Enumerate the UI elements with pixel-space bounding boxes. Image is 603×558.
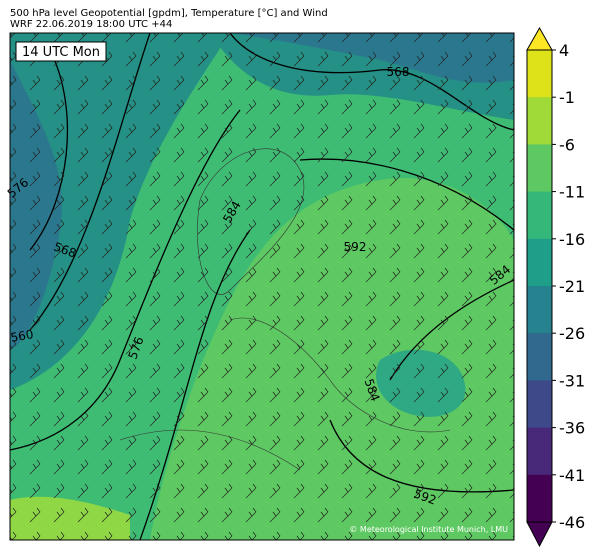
- colorbar-tick-label: -31: [559, 371, 585, 390]
- colorbar-tick-label: -26: [559, 324, 585, 343]
- contour-label: 568: [387, 65, 410, 79]
- contour-label: 592: [344, 240, 367, 254]
- colorbar-band: [527, 380, 552, 429]
- colorbar-band: [527, 50, 552, 98]
- colorbar-tick-label: -41: [559, 466, 585, 485]
- title: 500 hPa level Geopotential [gpdm], Tempe…: [10, 8, 328, 19]
- colorbar-tick-label: -16: [559, 230, 585, 249]
- time-box: [15, 41, 107, 62]
- colorbar-under: [526, 521, 553, 548]
- colorbar: 4 -1 -6 -11 -16 -21 -26 -31 -36 -41 -46: [526, 26, 585, 548]
- colorbar-band: [527, 238, 552, 287]
- colorbar-tick-label: -1: [559, 88, 575, 107]
- contour-label: 560: [10, 327, 35, 345]
- colorbar-band: [527, 144, 552, 193]
- colorbar-band: [527, 286, 552, 334]
- colorbar-band: [527, 191, 552, 240]
- colorbar-over: [526, 26, 553, 51]
- colorbar-band: [527, 97, 552, 145]
- subtitle: WRF 22.06.2019 18:00 UTC +44: [10, 19, 172, 30]
- colorbar-band: [527, 333, 552, 381]
- colorbar-tick-label: -11: [559, 183, 585, 202]
- colorbar-band: [527, 427, 552, 476]
- map: [10, 33, 514, 540]
- colorbar-tick-label: -6: [559, 135, 575, 154]
- colorbar-tick-label: -46: [559, 513, 585, 532]
- colorbar-tick-label: 4: [559, 41, 569, 60]
- colorbar-tick-label: -36: [559, 419, 585, 438]
- time-label: 14 UTC Mon: [22, 45, 100, 60]
- colorbar-band: [527, 474, 552, 523]
- map-frame: [9, 32, 515, 541]
- credit: © Meteorological Institute Munich, LMU: [349, 525, 508, 534]
- colorbar-tick-label: -21: [559, 277, 585, 296]
